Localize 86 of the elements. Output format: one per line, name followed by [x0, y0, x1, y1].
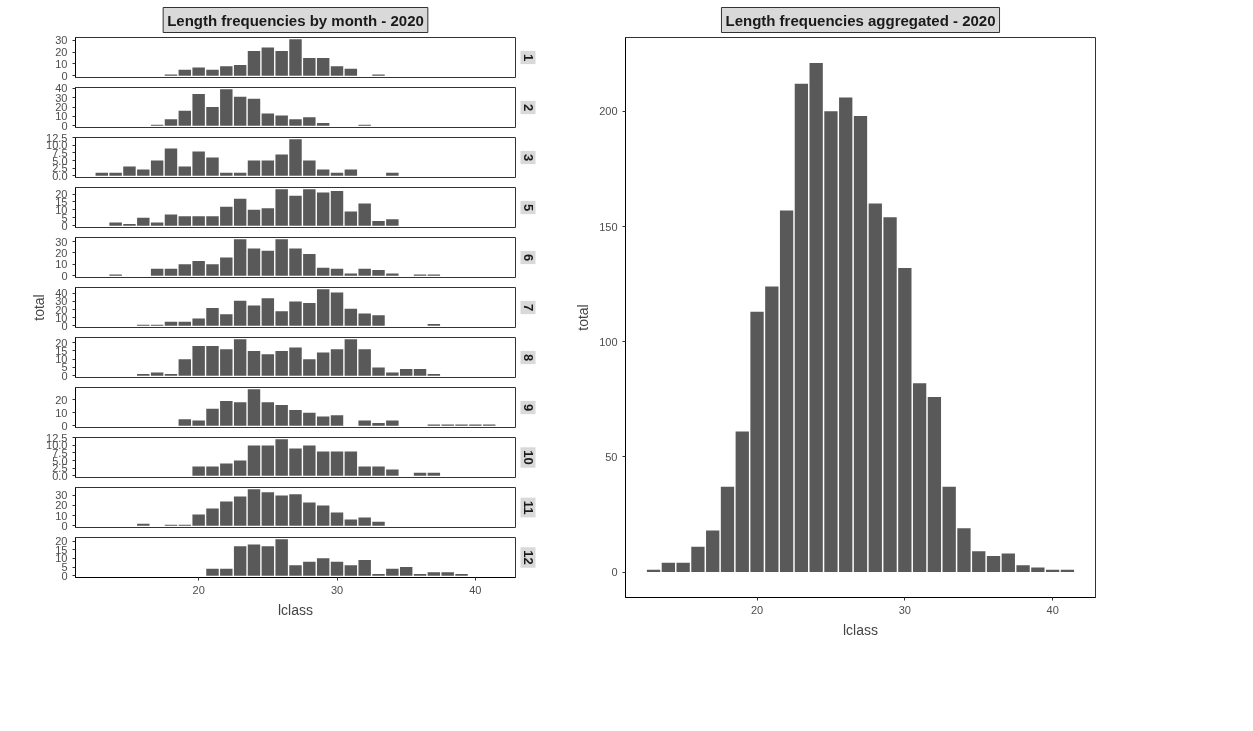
bar: [330, 561, 344, 576]
x-axis-title: lclass: [278, 601, 314, 618]
x-tick-label: 40: [469, 583, 482, 596]
bar: [427, 472, 441, 476]
bar: [137, 523, 150, 526]
bar: [150, 268, 164, 276]
bar: [247, 544, 261, 576]
bar: [164, 321, 178, 326]
bar: [330, 415, 344, 426]
bar: [164, 214, 178, 226]
y-axis-title: total: [31, 294, 48, 321]
bar: [912, 383, 927, 573]
bar: [164, 119, 178, 126]
text: 5: [520, 203, 536, 212]
y-tick-label: 30: [55, 235, 68, 248]
y-tick-label: 0: [611, 566, 618, 579]
y-tick-label: 20: [55, 535, 68, 548]
chart-title: Length frequencies aggregated - 2020: [725, 11, 996, 29]
bar: [986, 555, 1001, 573]
y-axis-title: total: [575, 304, 592, 331]
bar: [247, 98, 261, 126]
bar: [247, 305, 261, 326]
bar: [330, 512, 344, 526]
bar: [247, 51, 261, 76]
bar: [330, 172, 344, 176]
y-tick-label: 20: [55, 393, 68, 406]
text: 6: [520, 253, 536, 262]
y-tick-label: 50: [605, 450, 618, 463]
y-tick-label: 0: [61, 419, 68, 432]
text: 8: [520, 353, 536, 362]
bar: [247, 248, 261, 276]
bar: [344, 68, 358, 76]
x-tick-label: 20: [192, 583, 205, 596]
y-tick-label: 20: [55, 46, 68, 59]
text: 11: [520, 500, 536, 515]
y-tick-label: 0: [61, 269, 68, 282]
y-tick-label: 30: [55, 34, 68, 47]
bar: [247, 489, 261, 526]
bar: [164, 268, 178, 276]
bar: [330, 349, 344, 376]
y-tick-label: 10: [55, 406, 68, 419]
y-tick-label: 30: [55, 489, 68, 502]
text: 3: [520, 153, 536, 162]
bar: [344, 169, 358, 176]
x-tick-label: 30: [330, 583, 344, 596]
bar: [794, 83, 809, 573]
bar: [330, 292, 344, 326]
bar: [386, 172, 399, 176]
bar: [413, 472, 427, 476]
y-tick-label: 150: [599, 220, 618, 233]
bar: [247, 389, 261, 426]
x-axis-title: lclass: [843, 621, 879, 638]
x-tick-label: 20: [750, 603, 764, 616]
text: 12: [520, 550, 536, 565]
y-tick-label: 20: [55, 336, 68, 349]
y-tick-label: 10: [55, 57, 68, 70]
y-tick-label: 20: [55, 499, 68, 512]
text: 7: [520, 303, 536, 312]
bar: [413, 369, 427, 376]
text: 2: [520, 103, 536, 112]
bar: [330, 268, 344, 276]
x-tick-label: 40: [1046, 603, 1059, 616]
bar: [330, 66, 344, 76]
y-tick-label: 0: [61, 519, 68, 532]
text: 10: [520, 450, 536, 465]
y-tick-label: 0: [61, 69, 68, 82]
y-tick-label: 100: [599, 335, 618, 348]
x-tick-label: 30: [898, 603, 911, 616]
bar: [164, 148, 178, 176]
y-tick-label: 10: [55, 258, 68, 271]
bar: [247, 160, 261, 176]
bar: [330, 190, 344, 226]
bar: [247, 209, 261, 226]
bar: [247, 445, 261, 476]
y-tick-label: 20: [55, 246, 68, 259]
text: Length frequencies by month - 2020: [167, 11, 424, 29]
text: 9: [520, 403, 536, 412]
bar: [247, 350, 261, 376]
bar: [720, 486, 735, 573]
text: 1: [520, 53, 536, 62]
y-tick-label: 10: [55, 509, 68, 522]
bar: [779, 210, 794, 573]
y-tick-label: 200: [599, 105, 618, 118]
bar: [927, 396, 942, 573]
bar: [330, 451, 344, 476]
bar: [853, 115, 868, 573]
